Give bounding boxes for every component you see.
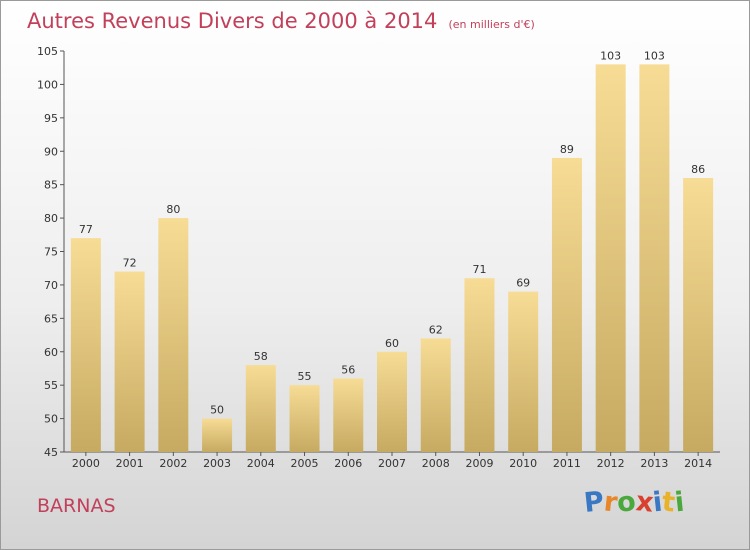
y-tick-label: 105 <box>37 45 58 58</box>
data-label-2014: 86 <box>691 163 705 176</box>
data-label-2005: 55 <box>298 370 312 383</box>
y-tick-label: 90 <box>44 145 58 158</box>
y-tick-label: 55 <box>44 379 58 392</box>
data-label-2013: 103 <box>644 49 665 62</box>
x-tick-label-2004: 2004 <box>247 457 275 470</box>
x-tick-label-2005: 2005 <box>291 457 319 470</box>
bar-2001 <box>114 271 145 452</box>
bar-2014 <box>683 177 714 452</box>
x-tick-label-2001: 2001 <box>116 457 144 470</box>
chart-subtitle: (en milliers d'€) <box>448 18 535 31</box>
bar-2006 <box>333 378 364 452</box>
bar-2013 <box>639 64 670 452</box>
x-tick-label-2003: 2003 <box>203 457 231 470</box>
chart-title-line: Autres Revenus Divers de 2000 à 2014 (en… <box>27 9 535 33</box>
bar-2002 <box>158 218 189 452</box>
x-tick-label-2002: 2002 <box>159 457 187 470</box>
y-tick-label: 70 <box>44 279 58 292</box>
data-label-2004: 58 <box>254 350 268 363</box>
bar-2010 <box>508 291 539 452</box>
bar-2003 <box>202 418 233 452</box>
y-tick-label: 45 <box>44 446 58 459</box>
x-tick-label-2006: 2006 <box>334 457 362 470</box>
bar-2007 <box>377 351 407 452</box>
logo-letter: i <box>673 486 687 519</box>
chart-title: Autres Revenus Divers de 2000 à 2014 <box>27 9 438 33</box>
x-tick-label-2014: 2014 <box>684 457 712 470</box>
data-label-2008: 62 <box>429 323 443 336</box>
bar-2009 <box>464 278 495 452</box>
bar-2000 <box>70 238 101 452</box>
y-axis-ticks: 45 50 55 60 65 70 75 80 85 90 95 100 105 <box>37 45 64 459</box>
x-tick-label-2010: 2010 <box>509 457 537 470</box>
data-label-2009: 71 <box>472 263 486 276</box>
data-label-2011: 89 <box>560 143 574 156</box>
data-label-2002: 80 <box>166 203 180 216</box>
x-tick-label-2012: 2012 <box>597 457 625 470</box>
y-tick-label: 50 <box>44 413 58 426</box>
y-tick-label: 95 <box>44 112 58 125</box>
data-label-2000: 77 <box>79 223 93 236</box>
y-tick-label: 100 <box>37 78 58 91</box>
proxiti-logo[interactable]: Proxiti <box>582 486 687 519</box>
x-tick-label-2011: 2011 <box>553 457 581 470</box>
bar-2005 <box>289 385 320 452</box>
x-tick-label-2008: 2008 <box>422 457 450 470</box>
bar-2004 <box>245 365 276 452</box>
y-tick-label: 80 <box>44 212 58 225</box>
x-tick-label-2000: 2000 <box>72 457 100 470</box>
y-tick-label: 85 <box>44 179 58 192</box>
x-tick-label-2007: 2007 <box>378 457 406 470</box>
y-tick-label: 75 <box>44 246 58 259</box>
bar-2012 <box>595 64 626 452</box>
y-tick-label: 60 <box>44 346 58 359</box>
data-label-2012: 103 <box>600 49 621 62</box>
bar-2011 <box>551 157 582 452</box>
data-label-2010: 69 <box>516 277 530 290</box>
bar-2008 <box>420 338 451 452</box>
commune-name: BARNAS <box>37 495 116 517</box>
x-tick-label-2009: 2009 <box>465 457 493 470</box>
x-axis-ticks: 2000 2001 2002 2003 2004 2005 2006 2007 2008 2009… <box>72 452 712 470</box>
data-label-2001: 72 <box>123 257 137 270</box>
chart-bars <box>70 64 714 452</box>
y-tick-label: 65 <box>44 312 58 325</box>
x-tick-label-2013: 2013 <box>640 457 668 470</box>
chart-data-labels: 77 72 80 50 58 55 56 60 62 71 69 89 103 103 86 <box>79 49 705 416</box>
data-label-2006: 56 <box>341 363 355 376</box>
data-label-2003: 50 <box>210 404 224 417</box>
data-label-2007: 60 <box>385 337 399 350</box>
